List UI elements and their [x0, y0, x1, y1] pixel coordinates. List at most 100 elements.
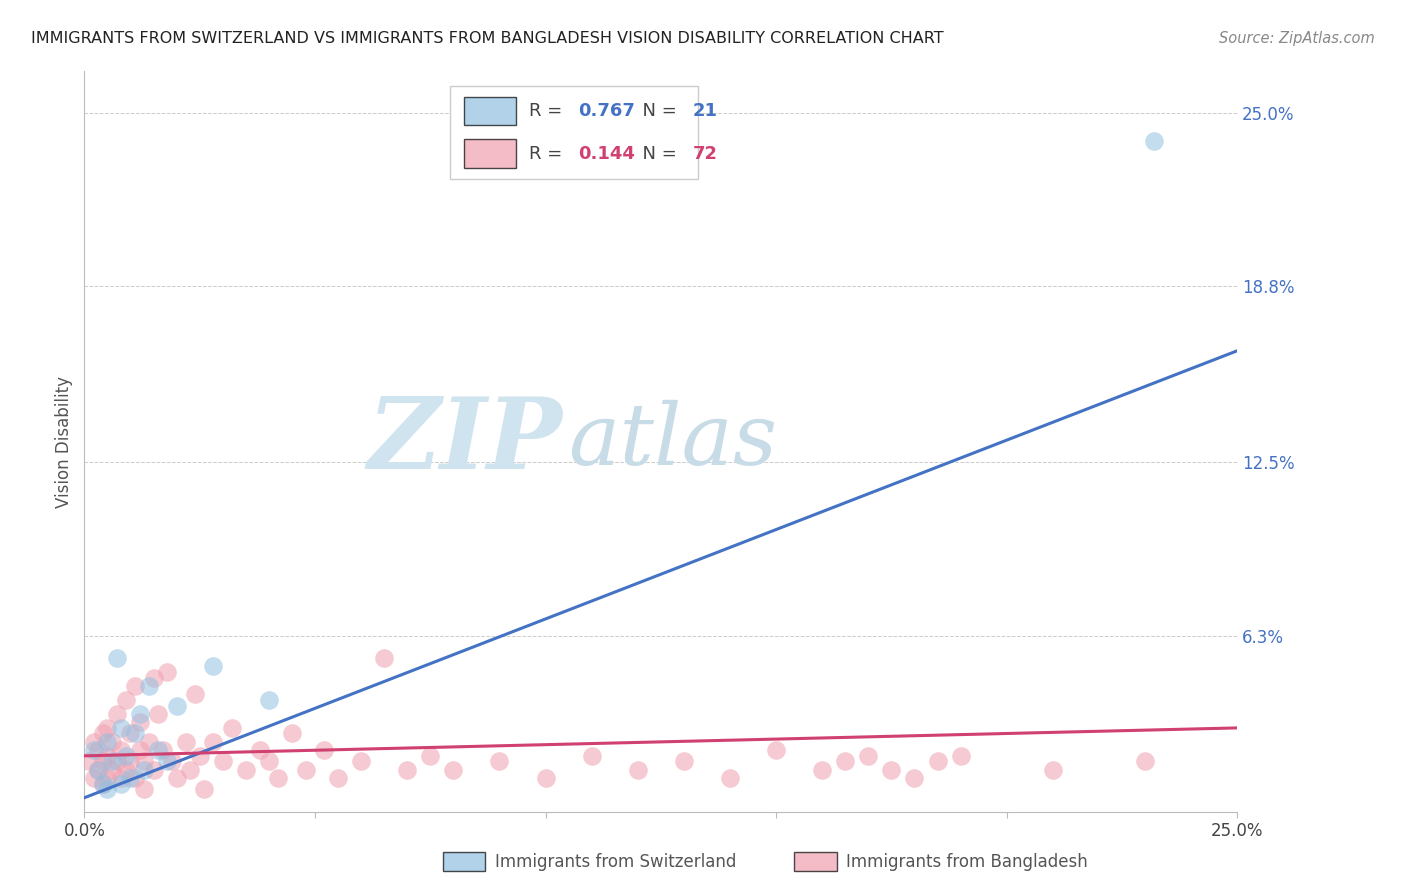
- FancyBboxPatch shape: [450, 87, 697, 178]
- Point: [419, 748, 441, 763]
- Text: ZIP: ZIP: [368, 393, 562, 490]
- Point: [949, 748, 972, 763]
- Point: [858, 748, 880, 763]
- Point: [128, 743, 150, 757]
- Point: [110, 777, 132, 791]
- Text: 0.144: 0.144: [578, 145, 634, 162]
- Point: [96, 721, 118, 735]
- Point: [179, 763, 201, 777]
- Point: [134, 763, 156, 777]
- Point: [124, 771, 146, 785]
- Point: [138, 679, 160, 693]
- Point: [91, 755, 114, 769]
- Point: [202, 659, 225, 673]
- Point: [146, 743, 169, 757]
- Point: [441, 763, 464, 777]
- Point: [142, 763, 165, 777]
- Text: Source: ZipAtlas.com: Source: ZipAtlas.com: [1219, 31, 1375, 46]
- Point: [166, 698, 188, 713]
- Point: [87, 763, 110, 777]
- Point: [294, 763, 316, 777]
- Point: [184, 687, 207, 701]
- Text: 0.767: 0.767: [578, 103, 634, 120]
- Point: [235, 763, 257, 777]
- Point: [110, 771, 132, 785]
- Point: [101, 755, 124, 769]
- Point: [488, 755, 510, 769]
- Point: [160, 755, 183, 769]
- Point: [96, 782, 118, 797]
- Point: [188, 748, 211, 763]
- Point: [83, 735, 105, 749]
- Point: [1143, 134, 1166, 148]
- Point: [718, 771, 741, 785]
- Point: [581, 748, 603, 763]
- Point: [83, 743, 105, 757]
- Point: [373, 651, 395, 665]
- Point: [156, 665, 179, 679]
- Point: [124, 726, 146, 740]
- Point: [166, 771, 188, 785]
- Text: Immigrants from Switzerland: Immigrants from Switzerland: [495, 853, 737, 871]
- Point: [101, 735, 124, 749]
- Point: [211, 755, 233, 769]
- Text: N =: N =: [631, 145, 682, 162]
- Point: [142, 671, 165, 685]
- Point: [138, 735, 160, 749]
- Point: [267, 771, 290, 785]
- Point: [91, 777, 114, 791]
- Point: [96, 735, 118, 749]
- Point: [249, 743, 271, 757]
- Point: [120, 726, 142, 740]
- Point: [811, 763, 834, 777]
- Point: [110, 721, 132, 735]
- Point: [115, 748, 138, 763]
- Point: [627, 763, 650, 777]
- Point: [193, 782, 215, 797]
- Point: [101, 763, 124, 777]
- Point: [115, 763, 138, 777]
- Point: [120, 771, 142, 785]
- Point: [120, 755, 142, 769]
- Point: [202, 735, 225, 749]
- Point: [765, 743, 787, 757]
- Point: [128, 706, 150, 721]
- Point: [96, 771, 118, 785]
- Point: [281, 726, 304, 740]
- Point: [87, 763, 110, 777]
- Text: R =: R =: [530, 103, 568, 120]
- Point: [105, 651, 128, 665]
- Point: [903, 771, 925, 785]
- FancyBboxPatch shape: [464, 97, 516, 126]
- Point: [156, 755, 179, 769]
- Point: [350, 755, 373, 769]
- Text: atlas: atlas: [568, 401, 778, 483]
- Point: [326, 771, 349, 785]
- Point: [77, 755, 100, 769]
- Point: [83, 771, 105, 785]
- Text: Immigrants from Bangladesh: Immigrants from Bangladesh: [846, 853, 1088, 871]
- Point: [152, 743, 174, 757]
- Point: [257, 755, 280, 769]
- Y-axis label: Vision Disability: Vision Disability: [55, 376, 73, 508]
- Point: [174, 735, 197, 749]
- Point: [124, 679, 146, 693]
- Point: [110, 743, 132, 757]
- Point: [134, 755, 156, 769]
- Point: [105, 755, 128, 769]
- Text: 21: 21: [693, 103, 718, 120]
- Point: [91, 777, 114, 791]
- Point: [146, 706, 169, 721]
- Point: [396, 763, 419, 777]
- Point: [91, 726, 114, 740]
- Point: [87, 743, 110, 757]
- Point: [1042, 763, 1064, 777]
- Point: [221, 721, 243, 735]
- Point: [880, 763, 903, 777]
- Point: [834, 755, 856, 769]
- Text: R =: R =: [530, 145, 568, 162]
- Point: [257, 693, 280, 707]
- Point: [115, 693, 138, 707]
- Point: [96, 748, 118, 763]
- Point: [534, 771, 557, 785]
